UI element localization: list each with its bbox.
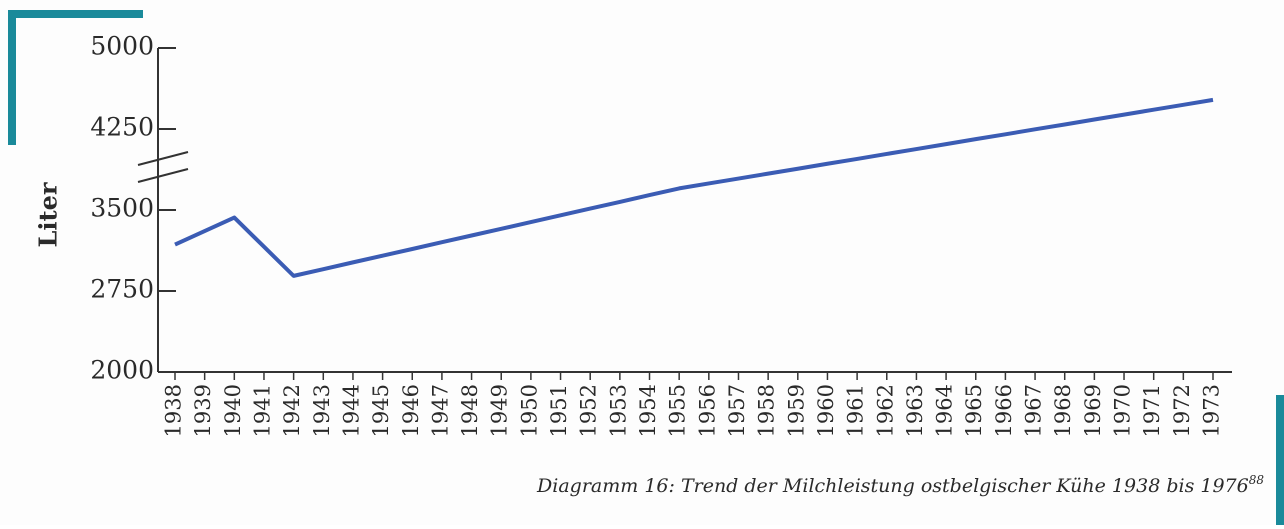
x-tick-label: 1963 [903, 384, 927, 437]
x-tick-label: 1943 [310, 384, 334, 437]
y-tick-label: 3500 [90, 194, 154, 223]
y-tick-label: 4250 [90, 113, 154, 142]
x-tick-label: 1955 [666, 384, 690, 437]
x-tick-label: 1940 [221, 384, 245, 437]
data-line [174, 97, 1214, 278]
x-tick-label: 1938 [162, 384, 186, 437]
x-tick-label: 1949 [488, 384, 512, 437]
x-tick-label: 1946 [399, 384, 423, 437]
x-tick-label: 1942 [280, 384, 304, 437]
x-tick-label: 1954 [636, 384, 660, 437]
axis-break [137, 151, 189, 166]
caption-note: 88 [1249, 473, 1265, 487]
x-tick-label: 1952 [577, 384, 601, 437]
x-tick-label: 1953 [606, 384, 630, 437]
x-tick-label: 1950 [517, 384, 541, 437]
x-tick-label: 1970 [1111, 384, 1135, 437]
x-tick-label: 1945 [369, 384, 393, 437]
x-tick-label: 1969 [1081, 384, 1105, 437]
y-axis-label: Liter [34, 182, 63, 247]
x-tick-label: 1957 [725, 384, 749, 437]
caption: Diagramm 16: Trend der Milchleistung ost… [536, 473, 1264, 497]
x-tick-label: 1960 [814, 384, 838, 437]
x-tick-label: 1941 [250, 384, 274, 437]
x-tick-label: 1965 [962, 384, 986, 437]
x-tick-label: 1966 [992, 384, 1016, 437]
x-tick-label: 1967 [1022, 384, 1046, 437]
x-tick-label: 1958 [755, 384, 779, 437]
x-tick-label: 1948 [458, 384, 482, 437]
x-tick-label: 1973 [1200, 384, 1224, 437]
decoration [8, 10, 16, 145]
x-tick-label: 1972 [1170, 384, 1194, 437]
y-tick-label: 2750 [90, 275, 154, 304]
x-tick-label: 1956 [695, 384, 719, 437]
axis-break [137, 168, 189, 183]
caption-text: Diagramm 16: Trend der Milchleistung ost… [536, 475, 1249, 497]
x-tick-label: 1939 [191, 384, 215, 437]
x-tick-label: 1947 [428, 384, 452, 437]
decoration [8, 10, 143, 18]
y-tick-label: 5000 [90, 32, 154, 61]
x-tick-label: 1961 [844, 384, 868, 437]
decoration [1276, 395, 1284, 525]
x-tick-label: 1944 [339, 384, 363, 437]
x-tick-label: 1968 [1051, 384, 1075, 437]
x-tick-label: 1964 [933, 384, 957, 437]
x-tick-label: 1959 [784, 384, 808, 437]
x-tick-label: 1962 [873, 384, 897, 437]
y-tick-label: 2000 [90, 356, 154, 385]
x-tick-label: 1951 [547, 384, 571, 437]
x-tick-label: 1971 [1140, 384, 1164, 437]
